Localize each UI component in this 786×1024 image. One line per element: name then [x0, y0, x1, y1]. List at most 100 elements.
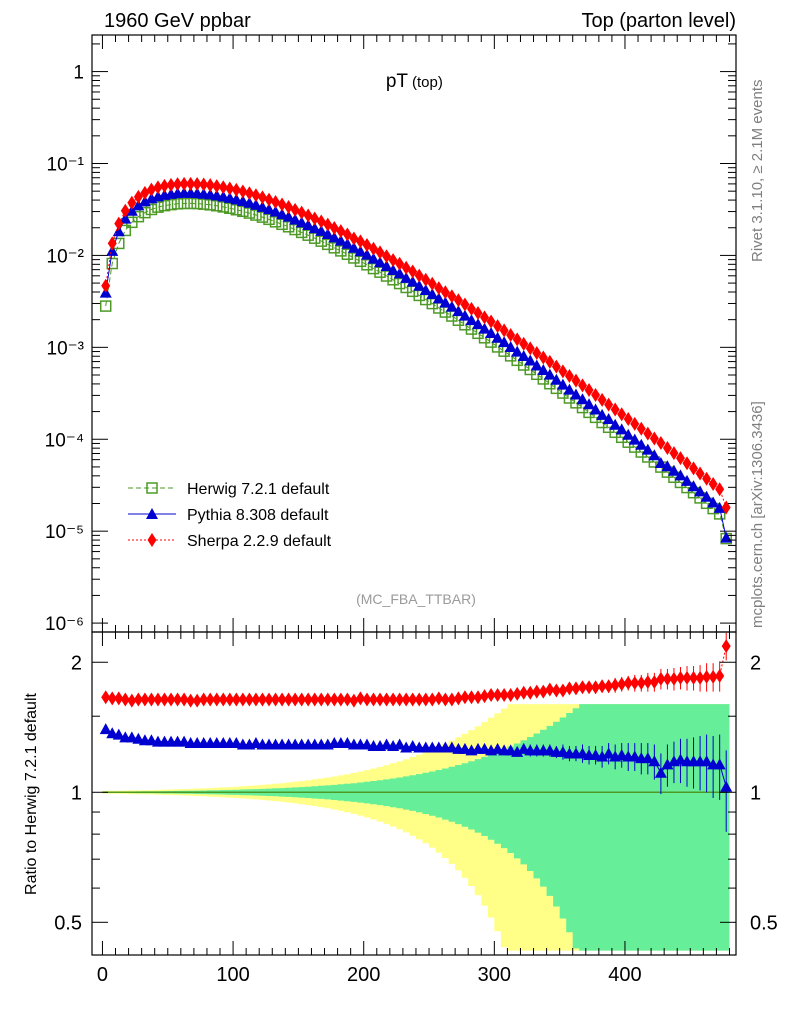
data-point [127, 195, 137, 210]
ratio-point [127, 693, 137, 708]
data-point [349, 231, 359, 246]
data-point [400, 271, 413, 283]
data-point [263, 203, 276, 215]
data-point [597, 392, 607, 407]
data-point [689, 461, 699, 476]
ratio-point [525, 685, 535, 700]
data-point [171, 198, 184, 210]
data-point [393, 277, 406, 290]
data-point [302, 229, 314, 241]
data-point [238, 184, 248, 199]
ratio-point [675, 670, 685, 685]
data-point [132, 210, 145, 223]
ratio-point [303, 692, 313, 707]
ratio-point [153, 692, 163, 707]
data-point [504, 340, 517, 352]
ratio-point [329, 692, 339, 707]
ratio-point [192, 693, 202, 708]
data-point [380, 270, 393, 282]
data-point [257, 190, 267, 205]
data-point [231, 182, 241, 197]
ratio-y-tick-label: 2 [71, 652, 82, 674]
ratio-point [597, 679, 607, 694]
ratio-point [342, 692, 352, 707]
data-point [153, 180, 163, 195]
data-point [360, 248, 373, 260]
ratio-y-tick-label-right: 2 [750, 652, 761, 674]
ratio-point [480, 689, 490, 704]
data-point [656, 436, 666, 451]
data-point [550, 373, 563, 385]
data-point [426, 288, 439, 300]
ratio-point [382, 692, 392, 707]
x-tick-label: 0 [97, 964, 108, 986]
data-point [101, 278, 111, 293]
data-point [249, 198, 262, 210]
data-point [197, 198, 210, 210]
ratio-point [388, 692, 398, 707]
data-point [622, 428, 635, 440]
data-point [191, 197, 203, 210]
data-point [178, 197, 190, 210]
analysis-annotation: (MC_FBA_TTBAR) [356, 591, 476, 607]
ratio-point [721, 639, 731, 654]
data-point [348, 252, 360, 264]
legend-entry: Pythia 8.308 default [128, 507, 329, 524]
data-point [361, 259, 373, 271]
data-point [538, 350, 548, 365]
data-point [419, 284, 432, 296]
data-point [491, 331, 504, 343]
data-point [329, 220, 339, 235]
ratio-point [466, 690, 476, 705]
ratio-point [558, 683, 568, 698]
header-left: 1960 GeV ppbar [104, 10, 251, 32]
data-point [145, 203, 158, 216]
data-point [445, 300, 458, 312]
ratio-point [713, 758, 726, 770]
data-point [641, 443, 654, 455]
data-point [276, 218, 288, 231]
ratio-point [689, 670, 699, 685]
ratio-point [408, 692, 418, 707]
data-point [250, 209, 262, 221]
data-point [667, 464, 680, 476]
data-point [186, 176, 196, 191]
data-point [675, 451, 685, 466]
data-point [334, 234, 347, 246]
y-tick-label: 10⁻³ [47, 338, 85, 359]
data-point [393, 267, 406, 279]
ratio-point [702, 669, 712, 684]
data-point [498, 336, 511, 348]
data-point [682, 456, 692, 471]
ratio-point [218, 692, 228, 707]
y-tick-label: 10⁻⁵ [45, 522, 84, 543]
data-point [302, 219, 315, 231]
data-point [354, 255, 367, 268]
ratio-point [349, 693, 359, 708]
data-point [297, 205, 307, 220]
ratio-point [427, 692, 437, 707]
ratio-point [310, 692, 320, 707]
data-point [439, 296, 452, 308]
data-point [276, 208, 289, 220]
ratio-point [604, 679, 614, 694]
data-point [282, 221, 295, 233]
x-tick-label: 200 [347, 964, 380, 986]
ratio-point [715, 668, 725, 683]
data-point [551, 359, 561, 374]
data-point [139, 206, 151, 219]
ratio-point [661, 758, 674, 770]
data-point [440, 285, 450, 300]
ratio-point [493, 687, 503, 702]
data-point [224, 202, 236, 214]
ratio-point [636, 676, 646, 691]
ratio-point [643, 675, 653, 690]
data-point [530, 359, 543, 371]
ratio-point [107, 691, 117, 706]
data-point [362, 237, 372, 252]
data-point [211, 199, 223, 212]
y-tick-label: 10⁻⁴ [45, 430, 84, 451]
ratio-point [623, 676, 633, 691]
data-point [578, 378, 588, 393]
data-point [165, 198, 177, 211]
